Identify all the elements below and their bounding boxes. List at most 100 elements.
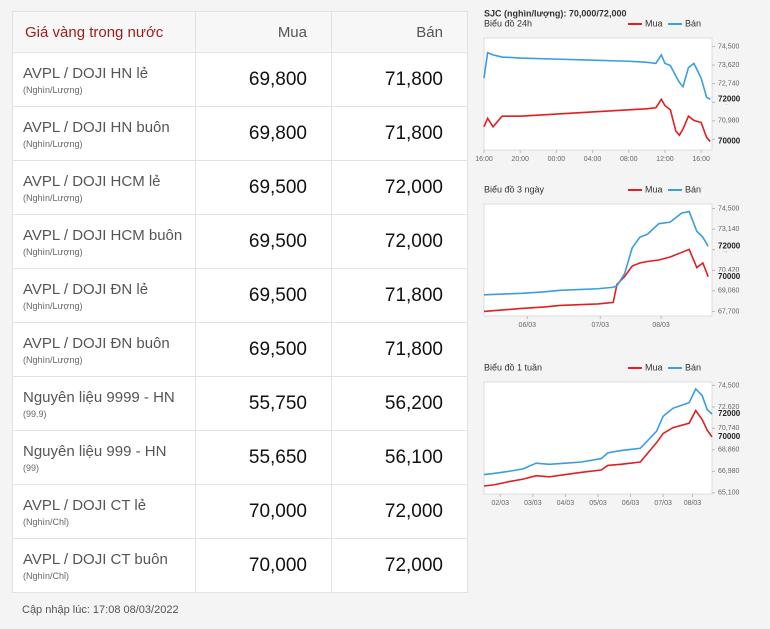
buy-price: 69,500: [195, 160, 332, 215]
legend-label: Mua: [645, 18, 663, 28]
price-line: [483, 97, 711, 143]
name-cell: Nguyên liệu 999 - HN (99): [12, 430, 196, 485]
x-tick-label: 03/03: [524, 500, 542, 507]
unit: (Nghìn/Lượng): [23, 354, 83, 365]
end-label-bg: [716, 136, 746, 147]
price-row: AVPL / DOJI HCM lẻ (Nghìn/Lượng) 69,500 72,…: [12, 160, 468, 215]
sell-price: 71,800: [331, 52, 468, 107]
unit: (Nghìn/Lượng): [23, 192, 83, 203]
product-name: AVPL / DOJI CT lẻ: [23, 496, 147, 514]
price-line: [483, 51, 711, 100]
product-name: Nguyên liệu 999 - HN: [23, 442, 167, 460]
x-tick-label: 04:00: [584, 156, 602, 163]
unit: (Nghìn/Lượng): [23, 300, 83, 311]
chart-title: Biểu đồ 1 tuần: [484, 362, 542, 372]
plot-area: [483, 203, 713, 317]
buy-price: 70,000: [195, 538, 332, 593]
x-tick-label: 04/03: [557, 500, 575, 507]
unit: (Nghìn/Lượng): [23, 84, 83, 95]
sell-price: 72,000: [331, 538, 468, 593]
price-line: [483, 387, 713, 476]
legend-label: Mua: [645, 362, 663, 372]
unit: (99): [23, 462, 40, 473]
y-tick-label: 74,500: [718, 43, 740, 50]
price-row: AVPL / DOJI HCM buôn (Nghìn/Lượng) 69,500 7…: [12, 214, 468, 269]
end-label: 70000: [718, 137, 741, 146]
update-time: Cập nhập lúc: 17:08 08/03/2022: [22, 604, 179, 616]
y-tick-label: 73,140: [718, 226, 740, 233]
x-tick-label: 12:00: [656, 156, 674, 163]
sell-price: 56,100: [331, 430, 468, 485]
header-cell: Mua: [195, 11, 332, 53]
price-line: [483, 248, 709, 313]
sell-price: 71,800: [331, 268, 468, 323]
end-label-bg: [716, 431, 746, 442]
y-tick-label: 67,700: [718, 308, 740, 315]
end-label: 72000: [718, 94, 741, 103]
chart-title: Biểu đồ 3 ngày: [484, 184, 545, 194]
y-tick-label: 72,620: [718, 404, 740, 411]
x-tick-label: 02/03: [492, 500, 510, 507]
end-label: 70000: [718, 432, 741, 441]
product-name: AVPL / DOJI CT buôn: [23, 550, 168, 568]
price-row: AVPL / DOJI HN lẻ (Nghìn/Lượng) 69,800 71,8…: [12, 52, 468, 107]
x-tick-label: 08/03: [652, 322, 670, 329]
unit: (99.9): [23, 408, 47, 419]
product-name: AVPL / DOJI ĐN lẻ: [23, 280, 149, 298]
price-row: AVPL / DOJI HN buôn (Nghìn/Lượng) 69,800 71…: [12, 106, 468, 161]
end-label-bg: [716, 241, 746, 252]
product-name: AVPL / DOJI HCM buôn: [23, 226, 183, 244]
x-tick-label: 20:00: [511, 156, 529, 163]
y-tick-label: 65,100: [718, 490, 740, 497]
buy-price: 69,500: [195, 268, 332, 323]
x-tick-label: 07/03: [592, 322, 610, 329]
price-line: [483, 409, 713, 487]
legend-label: Bán: [685, 184, 701, 194]
x-tick-label: 08:00: [620, 156, 638, 163]
sell-price: 71,800: [331, 106, 468, 161]
sjc-heading: SJC (nghìn/lượng): 70,000/72,000: [484, 8, 626, 18]
y-tick-label: 70,980: [718, 118, 740, 125]
header-cell: Giá vàng trong nước: [12, 11, 196, 53]
y-tick-label: 68,860: [718, 447, 740, 454]
plot-area: [483, 381, 713, 495]
name-cell: AVPL / DOJI ĐN lẻ (Nghìn/Lượng): [12, 268, 196, 323]
x-tick-label: 08/03: [684, 500, 702, 507]
name-cell: AVPL / DOJI CT buôn (Nghìn/Chỉ): [12, 538, 196, 593]
price-row: AVPL / DOJI CT buôn (Nghìn/Chỉ) 70,000 72,0…: [12, 538, 468, 593]
price-row: AVPL / DOJI ĐN buôn (Nghìn/Lượng) 69,500 71…: [12, 322, 468, 377]
header-cell: Bán: [331, 11, 468, 53]
price-table: Giá vàng trong nước Mua Bán AVPL / DOJI HN …: [12, 11, 468, 593]
end-label: 70000: [718, 272, 741, 281]
buy-price: 69,500: [195, 322, 332, 377]
y-tick-label: 70,420: [718, 267, 740, 274]
product-name: AVPL / DOJI ĐN buôn: [23, 334, 170, 352]
unit: (Nghìn/Lượng): [23, 138, 83, 149]
plot-area: [483, 37, 713, 151]
buy-price: 69,500: [195, 214, 332, 269]
end-label: 72000: [718, 409, 741, 418]
x-tick-label: 05/03: [589, 500, 607, 507]
sell-price: 72,000: [331, 160, 468, 215]
product-name: AVPL / DOJI HCM lẻ: [23, 172, 161, 190]
unit: (Nghìn/Chỉ): [23, 570, 70, 581]
product-name: AVPL / DOJI HN buôn: [23, 118, 170, 136]
product-name: Nguyên liệu 9999 - HN: [23, 388, 175, 406]
price-row: AVPL / DOJI ĐN lẻ (Nghìn/Lượng) 69,500 71,8…: [12, 268, 468, 323]
y-tick-label: 69,060: [718, 288, 740, 295]
y-tick-label: 74,500: [718, 382, 740, 389]
x-tick-label: 00:00: [548, 156, 566, 163]
buy-price: 69,800: [195, 52, 332, 107]
end-label-bg: [716, 409, 746, 419]
y-tick-label: 73,620: [718, 62, 740, 69]
x-tick-label: 16:00: [475, 156, 493, 163]
x-tick-label: 16:00: [692, 156, 710, 163]
buy-price: 69,800: [195, 106, 332, 161]
buy-price: 70,000: [195, 484, 332, 539]
y-tick-label: 74,500: [718, 205, 740, 212]
unit: (Nghìn/Lượng): [23, 246, 83, 257]
name-cell: AVPL / DOJI HCM lẻ (Nghìn/Lượng): [12, 160, 196, 215]
legend-label: Bán: [685, 18, 701, 28]
legend-label: Bán: [685, 362, 701, 372]
